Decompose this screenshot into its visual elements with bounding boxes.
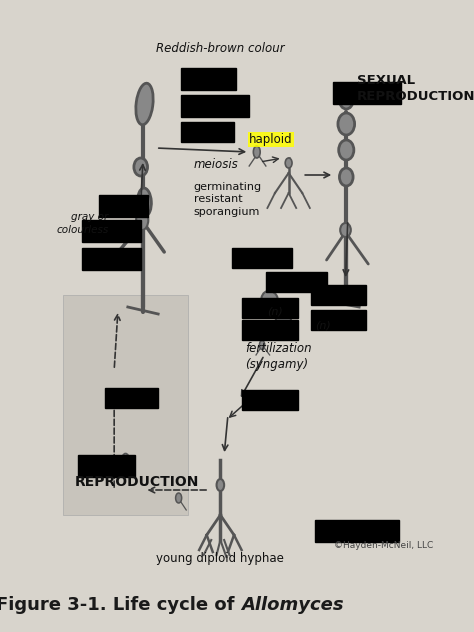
Text: Figure 3-1. Life cycle of: Figure 3-1. Life cycle of <box>0 596 241 614</box>
Text: colourless: colourless <box>56 225 109 235</box>
Text: (n): (n) <box>315 320 331 330</box>
Ellipse shape <box>261 291 278 309</box>
Bar <box>311 285 366 305</box>
Text: germinating
resistant
sporangium: germinating resistant sporangium <box>194 182 262 217</box>
Bar <box>181 68 236 90</box>
Bar <box>232 248 292 268</box>
Ellipse shape <box>338 113 355 135</box>
Bar <box>242 298 299 318</box>
Ellipse shape <box>109 253 120 267</box>
Ellipse shape <box>339 91 353 109</box>
Bar <box>311 310 366 330</box>
Text: Allomyces: Allomyces <box>241 596 344 614</box>
Text: (n): (n) <box>267 307 283 317</box>
Text: haploid: haploid <box>249 133 293 146</box>
Bar <box>82 248 141 270</box>
Bar <box>82 220 141 242</box>
Ellipse shape <box>136 210 148 230</box>
Text: REPRODUCTION: REPRODUCTION <box>75 475 199 489</box>
Bar <box>242 320 299 340</box>
Bar <box>242 390 299 410</box>
Ellipse shape <box>253 146 260 158</box>
Ellipse shape <box>339 168 353 186</box>
Ellipse shape <box>339 140 354 160</box>
Ellipse shape <box>136 83 153 125</box>
Ellipse shape <box>285 158 292 168</box>
Bar <box>99 195 148 217</box>
Bar <box>105 388 158 408</box>
Ellipse shape <box>340 223 351 237</box>
Bar <box>181 122 234 142</box>
Bar <box>266 272 327 292</box>
Bar <box>181 95 249 117</box>
Text: SEXUAL
REPRODUCTION: SEXUAL REPRODUCTION <box>357 74 474 103</box>
Text: young diploid hyphae: young diploid hyphae <box>156 552 284 565</box>
Ellipse shape <box>217 479 224 491</box>
Ellipse shape <box>259 341 265 349</box>
Text: meiosis: meiosis <box>194 158 238 171</box>
Ellipse shape <box>122 454 129 466</box>
Text: Reddish-brown colour: Reddish-brown colour <box>156 42 285 55</box>
FancyBboxPatch shape <box>63 295 188 515</box>
Text: ©Hayden-McNeil, LLC: ©Hayden-McNeil, LLC <box>334 541 433 550</box>
Bar <box>315 520 399 542</box>
Text: gray or: gray or <box>71 212 109 222</box>
Ellipse shape <box>137 188 151 216</box>
Text: fertilization
(syngamy): fertilization (syngamy) <box>246 342 312 371</box>
Ellipse shape <box>276 312 291 328</box>
Bar <box>333 82 401 104</box>
Bar <box>78 455 135 477</box>
Ellipse shape <box>175 493 182 503</box>
Ellipse shape <box>134 158 147 176</box>
